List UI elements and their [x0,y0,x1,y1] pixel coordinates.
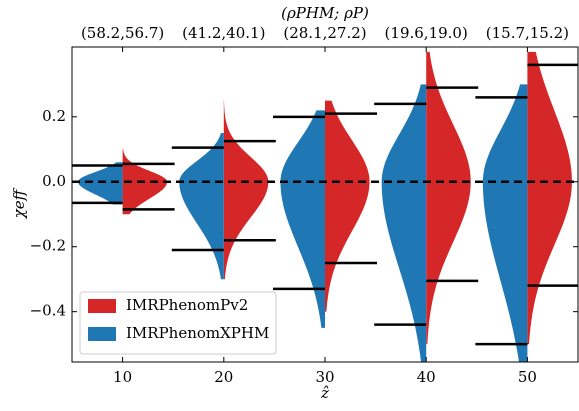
x-tick-label: 50 [518,368,537,386]
legend-box [79,291,277,355]
violin-half [280,110,325,328]
y-tick-label: −0.4 [30,302,66,320]
violin-half [527,51,572,345]
legend-label: IMRPhenomPv2 [126,296,248,314]
violin-half [325,100,370,312]
y-axis-label: χeff [10,187,28,219]
violin-half [223,100,269,280]
violin-half [482,84,528,362]
violin-half [179,133,224,280]
legend-swatch [88,299,116,313]
chart-title: (ρPHM; ρP) [281,4,369,22]
legend-swatch [88,327,116,341]
top-label: (58.2,56.7) [81,24,164,42]
top-label: (41.2,40.1) [182,24,265,42]
x-tick-label: 30 [315,368,334,386]
x-tick-label: 40 [417,368,436,386]
legend: IMRPhenomPv2 IMRPhenomXPHM [79,291,277,355]
legend-label: IMRPhenomXPHM [126,324,269,342]
x-tick-label: 20 [214,368,233,386]
y-tick-label: 0.2 [42,107,66,125]
top-label: (15.7,15.2) [486,24,569,42]
x-tick-label: 10 [113,368,132,386]
violin-half [426,51,471,345]
plot [72,51,578,362]
x-axis-label: ẑ [320,384,329,402]
top-label: (19.6,19.0) [385,24,468,42]
violin-half [78,162,123,205]
violin-half [381,84,427,362]
top-label: (28.1,27.2) [283,24,366,42]
y-tick-label: −0.2 [30,237,66,255]
y-tick-label: 0.0 [42,172,66,190]
